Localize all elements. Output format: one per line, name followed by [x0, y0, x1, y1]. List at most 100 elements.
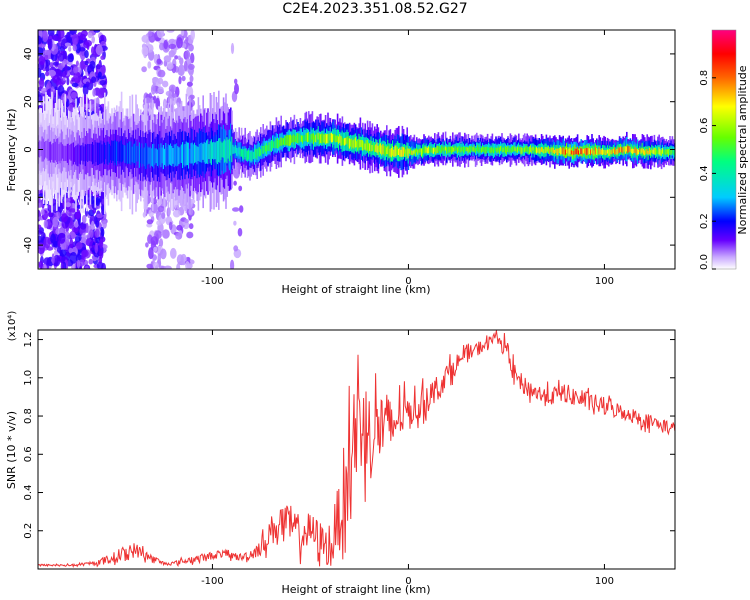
spectrogram-ridge-cell [556, 148, 558, 155]
spectrogram-noise-cell [182, 43, 187, 48]
spectrogram-noise-cell [56, 81, 64, 87]
spectrogram-ridge-cell [456, 147, 459, 154]
spectrogram-ridge-cell [356, 141, 358, 148]
spectrogram-noise-cell [60, 213, 68, 223]
spectrogram-ridge-cell [311, 133, 314, 140]
spectrogram-ridge-cell [620, 146, 622, 152]
spectrogram-x-ticks: -100 0 100 [201, 30, 614, 287]
spectrogram-ridge-cell [108, 143, 111, 163]
spectrogram-ridge-cell [431, 147, 434, 154]
spectrogram-ridge-cell [567, 149, 569, 154]
spectrogram-ridge-cell [371, 145, 374, 152]
spectrogram-ridge-cell [129, 141, 131, 164]
spectrogram-ridge-cell [324, 133, 327, 145]
spectrogram-ridge-cell [539, 148, 542, 154]
spectrogram-y-tick-label: 0 [23, 146, 34, 152]
spectrogram-ridge-cell [220, 141, 222, 160]
spectrogram-ridge-cell [435, 148, 437, 155]
spectrogram-ridge-cell [42, 138, 45, 162]
spectrogram-ridge-cell [504, 146, 507, 154]
spectrogram-ridge-cell [509, 148, 512, 153]
spectrogram-ridge-cell [44, 141, 46, 160]
colorbar-label: Normalized spectral amplitude [736, 65, 749, 234]
spectrogram-ridge-cell [537, 148, 539, 153]
snr-y-tick-label: 0.8 [23, 408, 34, 424]
snr-series-line [38, 330, 675, 568]
spectrogram-ridge-cell [238, 146, 240, 155]
spectrogram-ridge-cell [562, 147, 564, 155]
spectrogram-ridge-cell [483, 147, 485, 152]
spectrogram-ridge-cell [455, 146, 458, 151]
spectrogram-ridge-cell [327, 133, 329, 144]
spectrogram-ridge-cell [260, 149, 262, 156]
spectrogram-ridge-cell [498, 147, 501, 154]
spectrogram-ridge-cell [294, 135, 297, 142]
spectrogram-ridge-cell [344, 138, 346, 146]
spectrogram-ridge-cell [131, 146, 134, 163]
spectrogram-x-tick-label: 0 [405, 276, 411, 287]
colorbar-tick-label: 0.2 [699, 213, 710, 229]
spectrogram-noise-cell [146, 263, 153, 269]
spectrogram-ridge-cell [166, 147, 168, 166]
spectrogram-ridge-cell [82, 142, 84, 165]
spectrogram-ridge-cell [576, 147, 579, 155]
spectrogram-ridge-cell [516, 146, 519, 153]
spectrogram-ridge-cell [64, 145, 66, 161]
spectrogram-ridge-cell [146, 143, 148, 170]
spectrogram-ridge-cell [632, 148, 634, 154]
spectrogram-ridge-cell [206, 140, 208, 164]
spectrogram-ridge-cell [54, 141, 57, 161]
spectrogram-noise-cell [96, 64, 101, 70]
spectrogram-noise-cell [85, 265, 89, 269]
spectrogram-ridge-cell [526, 145, 528, 152]
spectrogram-ridge-cell [596, 148, 598, 155]
spectrogram-ridge-cell [290, 134, 292, 146]
spectrogram-ridge-cell [230, 141, 232, 156]
spectrogram-ridge-cell [92, 142, 94, 165]
spectrogram-ridge-cell [378, 144, 381, 152]
spectrogram-ridge-cell [275, 138, 278, 148]
spectrogram-ridge-cell [315, 134, 317, 143]
spectrogram-noise-cell [81, 249, 89, 258]
spectrogram-ridge-cell [586, 148, 588, 155]
colorbar-ticks: 0.0 0.2 0.4 0.6 0.8 [699, 70, 716, 270]
spectrogram-ridge-cell [593, 150, 596, 156]
spectrogram-ridge-cell [191, 142, 194, 164]
spectrogram-ridge-cell [87, 143, 89, 162]
spectrogram-ridge-cell [164, 148, 166, 165]
spectrogram-ridge-cell [406, 146, 408, 156]
spectrogram-noise-cell [95, 197, 101, 206]
spectrogram-ridge-cell [328, 134, 330, 144]
spectrogram-ridge-cell [167, 144, 170, 166]
spectrogram-ridge-cell [117, 140, 119, 161]
spectrogram-ridge-cell [261, 145, 263, 157]
spectrogram-ridge-cell [411, 150, 413, 156]
spectrogram-noise-cell [233, 180, 237, 186]
spectrogram-ridge-cell [503, 147, 506, 152]
spectrogram-ridge-cell [519, 146, 521, 152]
spectrogram-ridge-cell [591, 147, 593, 154]
snr-x-tick-label: 0 [405, 576, 411, 587]
spectrogram-ridge-cell [653, 147, 656, 155]
spectrogram-ridge-cell [168, 145, 171, 165]
spectrogram-ridge-cell [458, 146, 460, 152]
spectrogram-ridge-cell [106, 141, 108, 164]
snr-y-tick-label: 0.2 [23, 523, 34, 539]
spectrogram-ridge-cell [474, 148, 477, 154]
spectrogram-noise-cell [99, 250, 104, 259]
spectrogram-ridge-cell [178, 147, 180, 165]
spectrogram-noise-cell [72, 33, 79, 46]
spectrogram-ridge-cell [162, 145, 165, 169]
spectrogram-ridge-cell [484, 147, 486, 155]
spectrogram-ridge-cell [227, 139, 230, 159]
spectrogram-ridge-cell [656, 149, 658, 154]
spectrogram-ridge-cell [143, 147, 146, 167]
spectrogram-ridge-cell [348, 138, 351, 149]
spectrogram-ridge-cell [104, 142, 106, 165]
spectrogram-noise-cell [73, 220, 79, 228]
spectrogram-noise-cell [66, 36, 73, 43]
spectrogram-noise-cell [43, 236, 51, 249]
spectrogram-ridge-cell [71, 143, 74, 167]
spectrogram-ridge-cell [140, 147, 142, 164]
snr-x-ticks: -100 0 100 [201, 330, 614, 587]
